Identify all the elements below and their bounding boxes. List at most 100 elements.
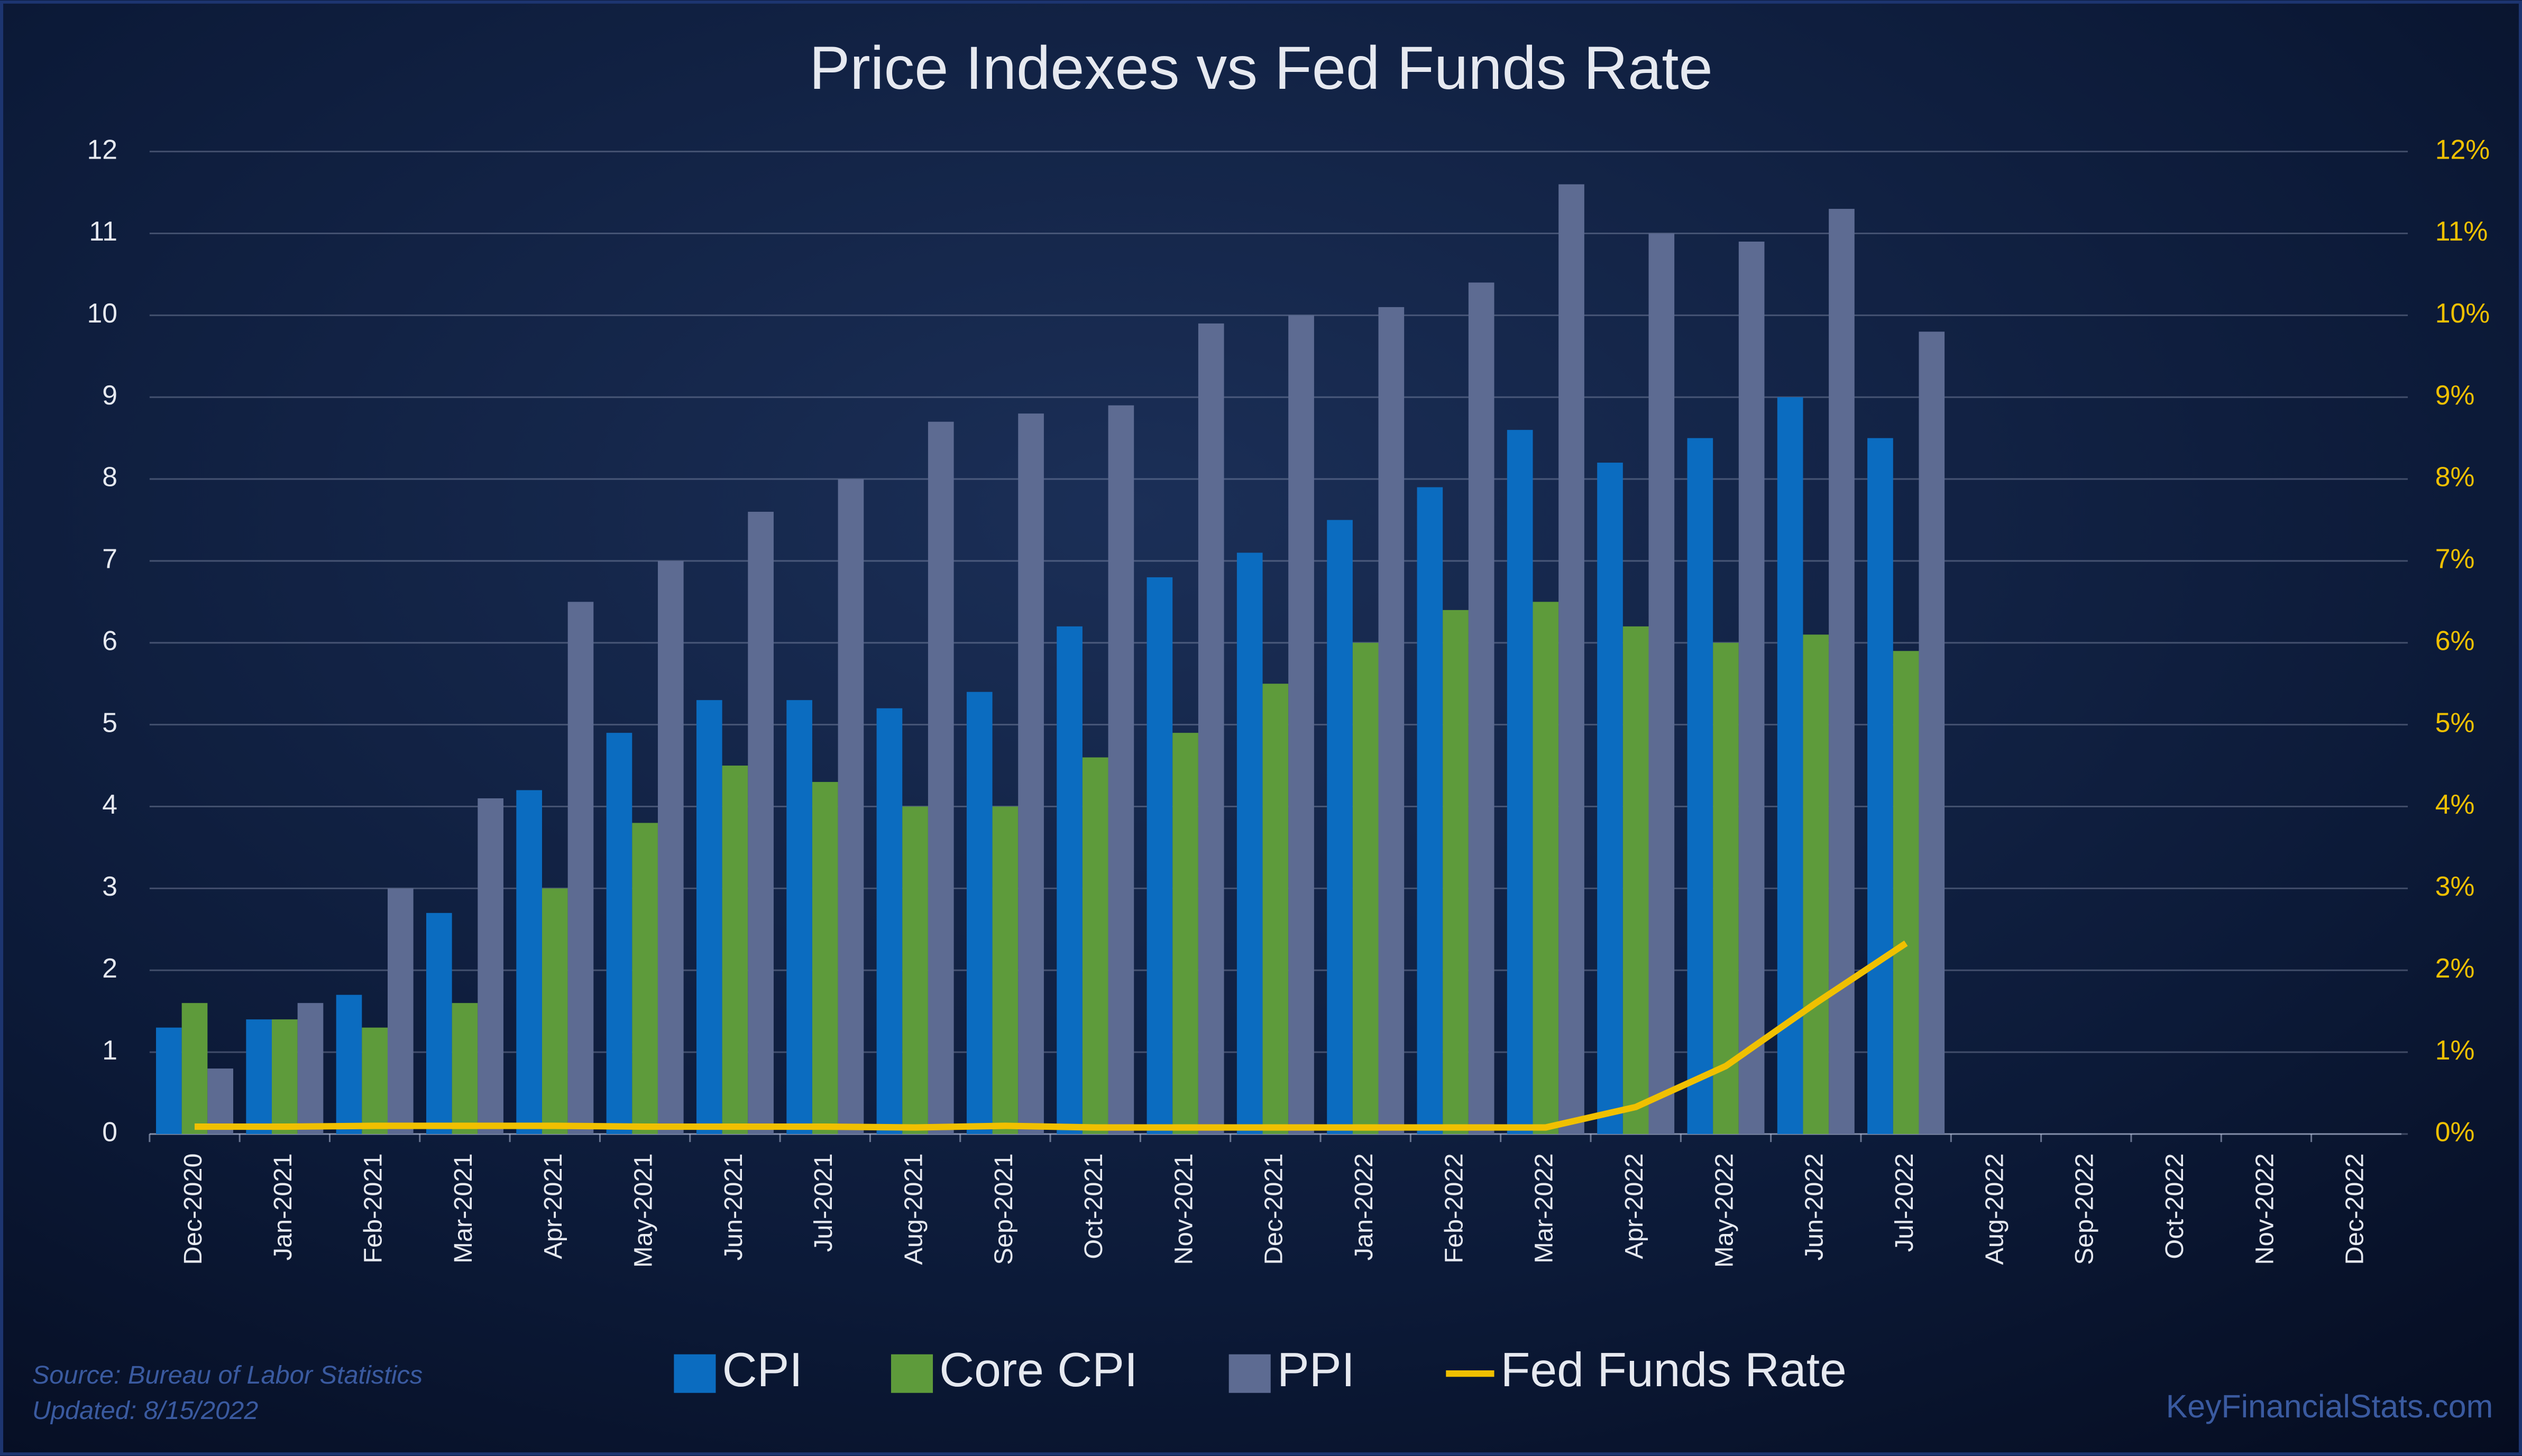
bar <box>928 421 954 1134</box>
y2-tick-label: 10% <box>2435 298 2490 328</box>
y2-tick-label: 8% <box>2435 462 2475 492</box>
y2-tick-label: 12% <box>2435 134 2490 164</box>
bar <box>272 1019 298 1134</box>
x-tick-label: Dec-2022 <box>2341 1153 2369 1265</box>
bar <box>1468 282 1494 1134</box>
x-tick-label: Jul-2022 <box>1890 1153 1919 1252</box>
chart-title: Price Indexes vs Fed Funds Rate <box>809 34 1713 102</box>
y-tick-label: 8 <box>102 462 117 492</box>
bar <box>387 888 414 1134</box>
bar <box>1738 241 1765 1134</box>
x-tick-label: Sep-2022 <box>2070 1153 2099 1265</box>
line <box>195 941 1908 1131</box>
bar <box>478 798 503 1134</box>
x-tick-label: Jun-2021 <box>719 1153 748 1260</box>
y2-tick-label: 7% <box>2435 543 2475 574</box>
x-tick-label: Feb-2021 <box>359 1153 388 1263</box>
bar <box>1352 642 1379 1134</box>
bar <box>606 733 632 1134</box>
y2-tick-label: 9% <box>2435 380 2475 410</box>
y-tick-label: 10 <box>87 298 118 328</box>
x-tick-label: Dec-2020 <box>179 1153 207 1265</box>
y-tick-label: 9 <box>102 380 117 410</box>
source-note: Source: Bureau of Labor Statistics <box>32 1361 423 1389</box>
bar <box>632 823 658 1134</box>
y2-tick-label: 4% <box>2435 789 2475 819</box>
bar <box>181 1003 208 1134</box>
bar <box>1867 438 1893 1134</box>
bar <box>1803 634 1829 1134</box>
bar <box>1057 626 1083 1134</box>
bar <box>1417 487 1443 1134</box>
legend-label: CPI <box>722 1343 803 1397</box>
bar <box>1648 233 1675 1134</box>
x-tick-label: Feb-2022 <box>1439 1153 1468 1263</box>
legend-swatch <box>674 1354 716 1393</box>
legend-label: Core CPI <box>939 1343 1138 1397</box>
legend-swatch <box>891 1354 933 1393</box>
bar <box>1713 642 1739 1134</box>
bar <box>207 1068 234 1134</box>
bar <box>1262 684 1289 1134</box>
bar <box>336 994 362 1134</box>
bar <box>1919 331 1945 1134</box>
bar <box>812 782 838 1134</box>
watermark: KeyFinancialStats.com <box>2166 1388 2493 1424</box>
x-tick-label: Apr-2021 <box>539 1153 567 1259</box>
x-tick-label: Oct-2022 <box>2160 1153 2189 1259</box>
y2-tick-label: 11% <box>2435 216 2488 246</box>
bar <box>876 708 903 1134</box>
y-tick-label: 1 <box>102 1035 117 1065</box>
x-tick-label: Jan-2022 <box>1350 1153 1378 1260</box>
x-tick-label: Mar-2022 <box>1530 1153 1558 1263</box>
bar <box>838 479 864 1134</box>
bar <box>1893 651 1919 1134</box>
bar <box>1507 430 1533 1134</box>
updated-note: Updated: 8/15/2022 <box>32 1396 258 1425</box>
y2-tick-label: 1% <box>2435 1035 2475 1065</box>
y-tick-label: 3 <box>102 871 117 901</box>
bar <box>1236 552 1263 1134</box>
bar <box>1108 405 1134 1134</box>
bar <box>1198 323 1224 1134</box>
bar <box>297 1003 324 1134</box>
x-tick-label: May-2021 <box>629 1153 657 1267</box>
x-tick-label: Sep-2021 <box>989 1153 1018 1265</box>
y2-tick-label: 2% <box>2435 953 2475 983</box>
y-tick-label: 4 <box>102 789 117 819</box>
bar <box>567 602 594 1134</box>
legend-label: PPI <box>1277 1343 1355 1397</box>
x-tick-label: Nov-2022 <box>2250 1153 2279 1265</box>
bar <box>362 1027 388 1134</box>
y-tick-label: 12 <box>87 134 118 164</box>
legend-swatch <box>1228 1354 1271 1393</box>
bar <box>1147 577 1173 1134</box>
bar <box>786 700 812 1134</box>
bar <box>1327 520 1353 1134</box>
bar <box>966 692 993 1134</box>
x-tick-label: Aug-2021 <box>899 1153 928 1265</box>
bar <box>426 913 452 1134</box>
x-tick-label: Dec-2021 <box>1260 1153 1288 1265</box>
bar <box>722 766 748 1134</box>
bar <box>1443 610 1469 1134</box>
bar <box>1378 307 1405 1134</box>
x-tick-label: Jan-2021 <box>269 1153 297 1260</box>
bar <box>1597 463 1623 1134</box>
x-tick-label: May-2022 <box>1710 1153 1738 1267</box>
bar <box>516 790 542 1134</box>
x-tick-label: Aug-2022 <box>1980 1153 2009 1265</box>
bar <box>1687 438 1713 1134</box>
bar <box>696 700 722 1134</box>
bar <box>1288 315 1314 1134</box>
x-tick-label: Oct-2021 <box>1079 1153 1108 1259</box>
y-tick-label: 7 <box>102 543 117 574</box>
y-tick-label: 5 <box>102 707 117 738</box>
bar <box>1018 413 1044 1134</box>
y-tick-label: 0 <box>102 1117 117 1147</box>
bar <box>902 806 928 1134</box>
bar <box>246 1019 272 1134</box>
